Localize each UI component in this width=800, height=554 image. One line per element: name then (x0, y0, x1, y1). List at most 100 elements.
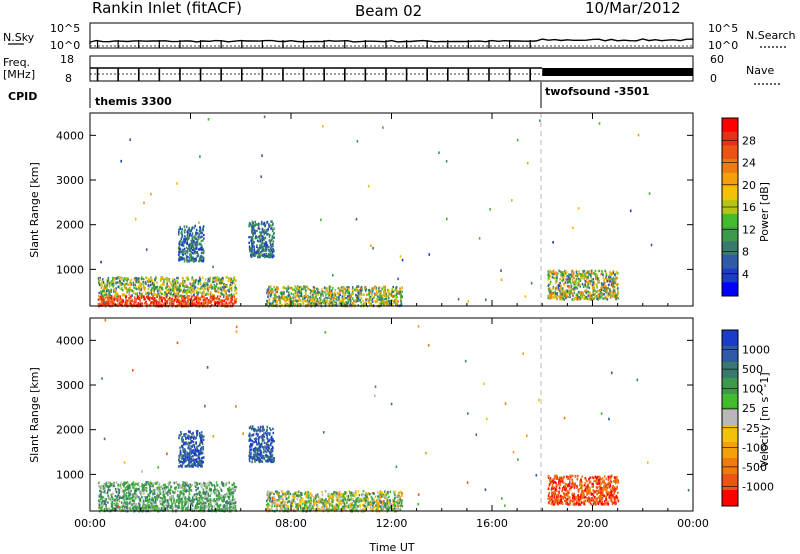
echo-cell (151, 293, 153, 296)
echo-cell (117, 285, 120, 288)
echo-cell (260, 231, 262, 235)
echo-cell (109, 498, 112, 501)
echo-cell (269, 497, 272, 500)
echo-cell (98, 484, 100, 488)
echo-cell (105, 484, 107, 488)
echo-cell (344, 287, 346, 290)
echo-cell (194, 484, 197, 488)
echo-cell (213, 498, 215, 501)
echo-cell (266, 248, 268, 251)
echo-cell (606, 280, 609, 283)
echo-cell (563, 294, 566, 297)
echo-cell (143, 501, 145, 504)
echo-cell (190, 288, 193, 292)
echo-cell (271, 291, 273, 294)
echo-cell (123, 283, 125, 286)
echo-cell (217, 286, 220, 290)
echo-cell (111, 282, 114, 286)
echo-cell (560, 275, 563, 278)
echo-cell (197, 296, 199, 299)
echo-cell (207, 482, 209, 485)
echo-cell (194, 241, 196, 244)
echo-cell (98, 499, 100, 503)
echo-cell (592, 293, 595, 296)
echo-cell (342, 299, 345, 303)
echo-cell (198, 496, 201, 500)
echo-cell (602, 283, 604, 287)
echo-cell (226, 506, 228, 510)
echo-cell (185, 237, 188, 240)
echo-cell (259, 254, 261, 257)
echo-cell (111, 501, 114, 504)
echo-cell (577, 284, 579, 287)
echo-cell (192, 256, 194, 259)
echo-cell (216, 295, 219, 298)
echo-cell (221, 289, 223, 292)
echo-cell (610, 291, 613, 294)
echo-cell (207, 303, 209, 306)
echo-cell (584, 289, 586, 292)
echo-cell (188, 256, 191, 260)
echo-cell (270, 293, 272, 296)
echo-cell (108, 496, 111, 499)
nsearch-tick-bottom: 10^0 (708, 39, 738, 52)
echo-cell (385, 297, 388, 301)
echo-cell (194, 481, 196, 484)
echo-cell (148, 278, 150, 281)
echo-cell (178, 228, 180, 231)
echo-cell (213, 296, 216, 299)
echo-cell (555, 281, 557, 284)
echo-cell (254, 223, 257, 226)
echo-cell (381, 294, 383, 298)
echo-cell (118, 507, 121, 510)
echo-cell (572, 271, 575, 274)
echo-cell (154, 482, 157, 485)
echo-cell (138, 485, 141, 488)
echo-cell (562, 295, 564, 298)
echo-cell (614, 295, 617, 298)
echo-cell (341, 295, 344, 298)
echo-cell (169, 293, 172, 296)
echo-cell (125, 278, 128, 282)
echo-cell (359, 298, 361, 302)
echo-cell (158, 488, 161, 492)
echo-cell (539, 119, 541, 122)
echo-cell (263, 223, 265, 226)
echo-cell (152, 485, 154, 489)
echo-cell (584, 275, 586, 278)
echo-cell (558, 295, 560, 298)
echo-cell (336, 297, 339, 301)
echo-cell (273, 285, 275, 289)
echo-cell (271, 223, 274, 227)
echo-cell (127, 288, 129, 291)
echo-cell (286, 501, 289, 504)
echo-cell (368, 291, 371, 294)
echo-cell (107, 298, 109, 301)
echo-cell (295, 291, 297, 295)
echo-cell (199, 296, 201, 299)
echo-cell (187, 500, 189, 503)
echo-cell (165, 300, 168, 303)
echo-cell (272, 240, 275, 243)
echo-cell (123, 499, 126, 502)
echo-cell (217, 496, 219, 499)
echo-cell (157, 288, 159, 291)
echo-cell (271, 229, 274, 232)
echo-cell (345, 289, 347, 292)
echo-cell (580, 294, 582, 297)
echo-cell (575, 280, 577, 283)
echo-cell (282, 499, 284, 503)
echo-cell (184, 299, 186, 302)
echo-cell (268, 239, 271, 242)
echo-cell (233, 488, 236, 492)
echo-cell (385, 506, 387, 509)
echo-cell (157, 290, 159, 293)
echo-cell (349, 302, 352, 305)
echo-cell (177, 505, 180, 508)
echo-cell (304, 299, 307, 303)
echo-cell (163, 486, 166, 489)
echo-cell (355, 497, 358, 500)
echo-cell (186, 241, 189, 244)
echo-cell (400, 502, 403, 505)
echo-cell (203, 507, 205, 510)
